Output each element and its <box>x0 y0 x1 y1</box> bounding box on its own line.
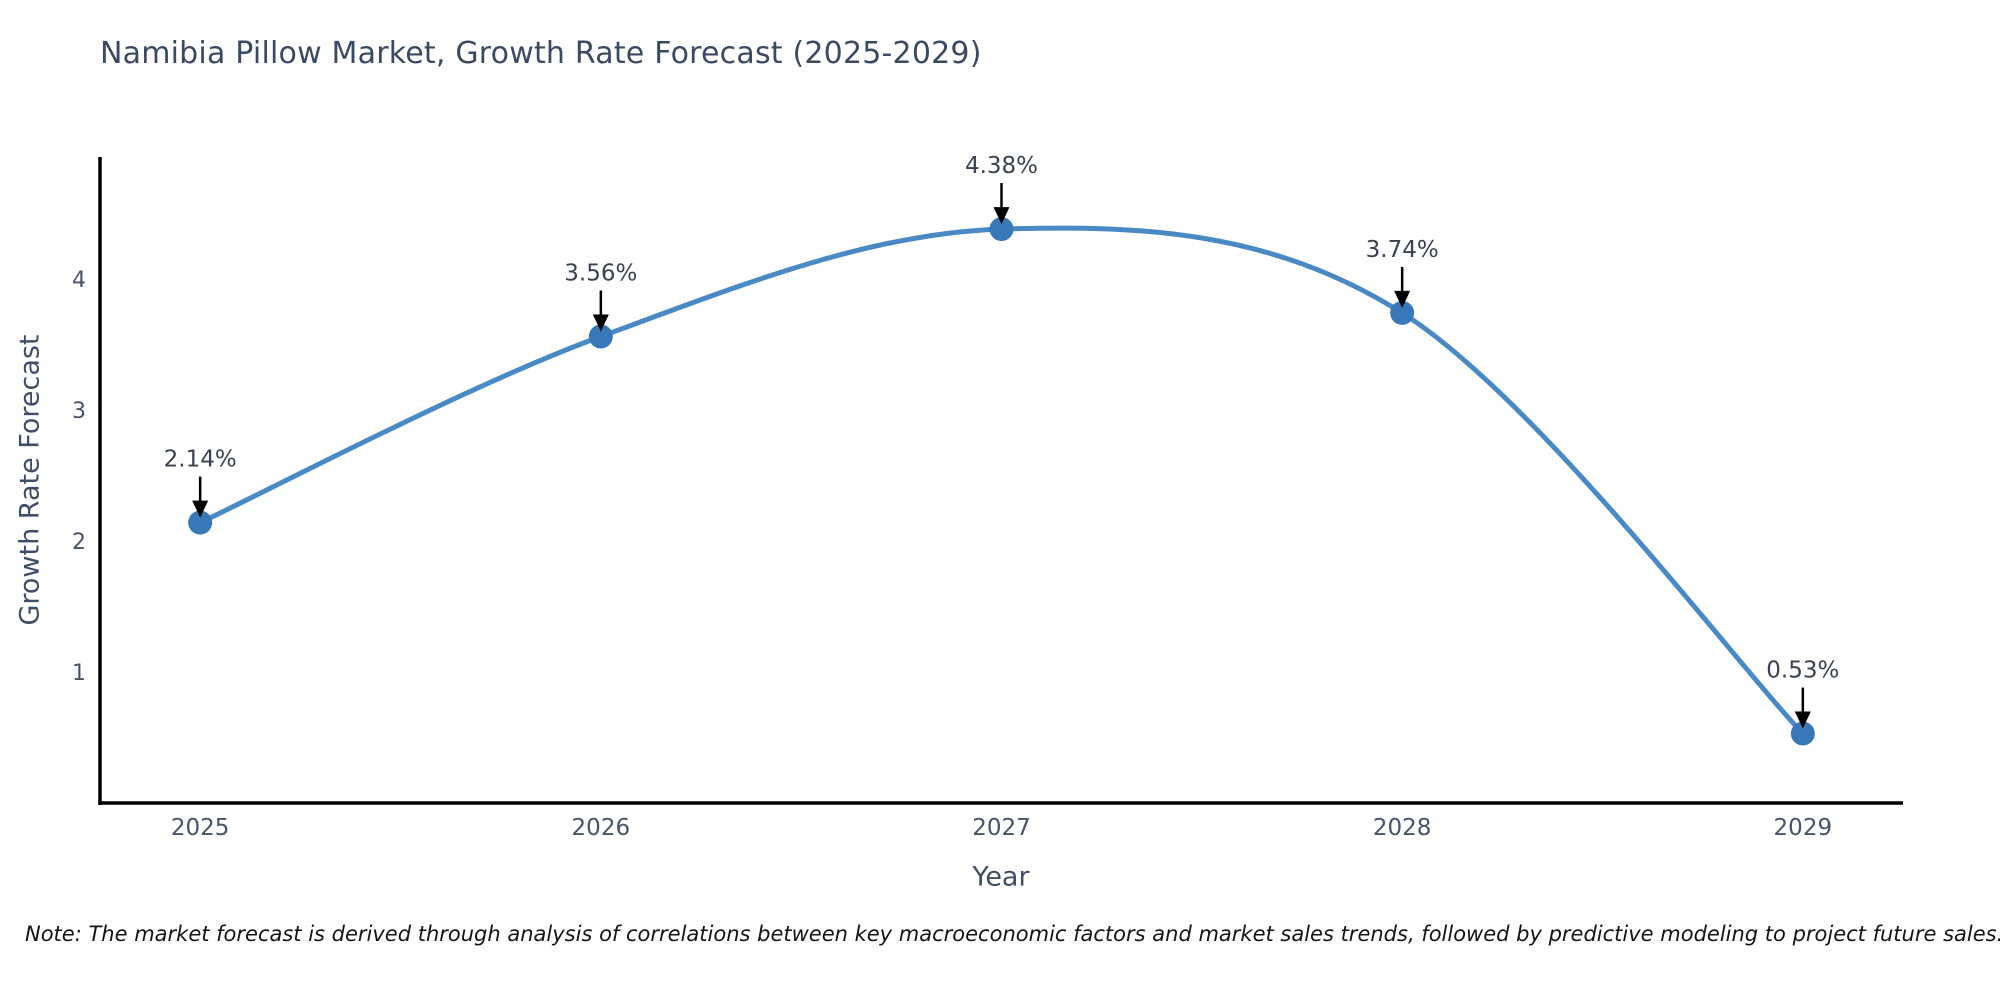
data-point <box>1790 721 1815 746</box>
x-tick-label: 2026 <box>572 815 631 841</box>
data-point <box>1390 300 1415 325</box>
x-tick-label: 2028 <box>1373 815 1432 841</box>
annotation-label: 3.74% <box>1366 237 1439 263</box>
x-axis-title: Year <box>972 861 1030 893</box>
data-point <box>588 324 613 349</box>
annotation-arrow-head <box>993 207 1010 225</box>
series-line <box>197 225 1806 737</box>
y-tick-label: 1 <box>72 661 86 686</box>
footnote: Note: The market forecast is derived thr… <box>25 922 2000 946</box>
x-tick-label: 2025 <box>171 815 230 841</box>
annotation-arrow-head <box>192 500 209 518</box>
chart-title: Namibia Pillow Market, Growth Rate Forec… <box>100 36 982 71</box>
data-point <box>188 510 213 535</box>
x-tick-label: 2027 <box>972 815 1031 841</box>
y-tick-label: 2 <box>72 530 86 555</box>
y-tick-label: 3 <box>72 399 86 424</box>
x-tick-label: 2029 <box>1774 815 1833 841</box>
annotation-label: 2.14% <box>164 447 237 473</box>
data-point <box>989 217 1014 242</box>
annotation-arrow-head <box>1394 290 1411 308</box>
annotation-label: 4.38% <box>965 153 1038 179</box>
annotation-label: 0.53% <box>1766 658 1839 684</box>
y-tick-label: 4 <box>72 268 86 293</box>
annotation-arrow-head <box>1794 711 1811 729</box>
annotation-label: 3.56% <box>564 261 637 287</box>
annotation-arrow-head <box>592 314 609 332</box>
